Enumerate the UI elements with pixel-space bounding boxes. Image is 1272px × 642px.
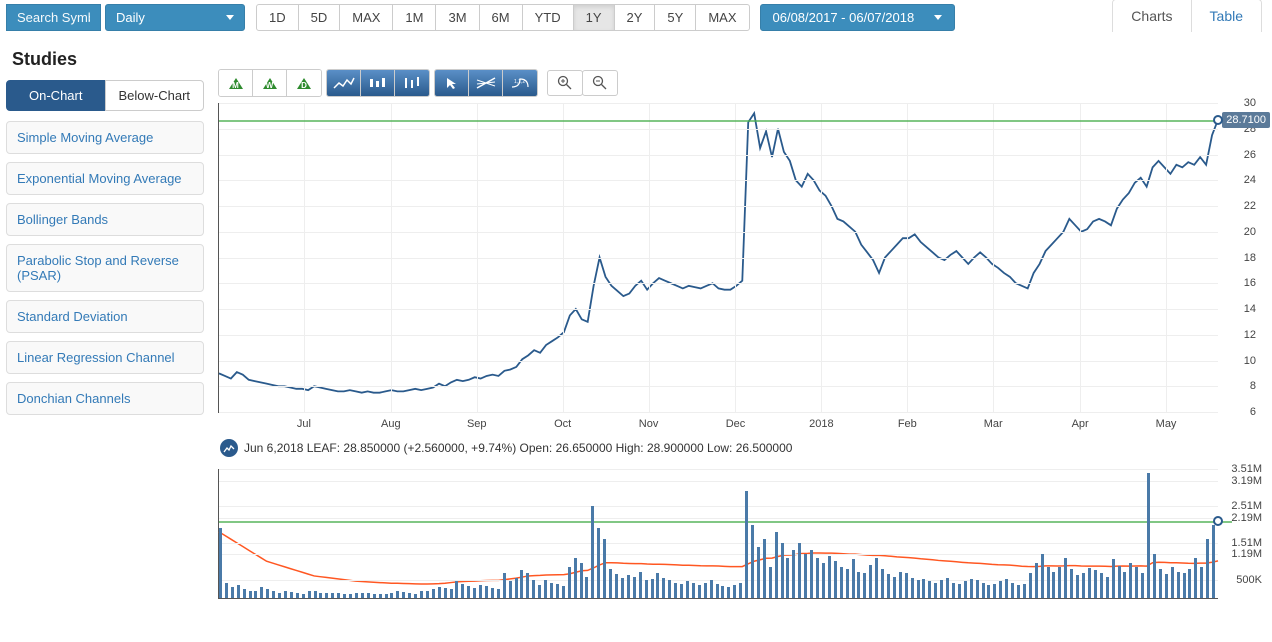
trendline-icon[interactable] [469,70,503,96]
x-tick-label: Aug [381,418,401,430]
chevron-down-icon [934,15,942,20]
vol-y-label: 3.51M [1231,463,1262,475]
range-button-2y[interactable]: 2Y [614,4,656,31]
y-tick-label: 6 [1250,406,1256,418]
interval-label: Daily [116,10,145,25]
y-tick-label: 18 [1244,252,1256,264]
studies-sidebar: Studies On-ChartBelow-Chart Simple Movin… [0,35,210,607]
date-range-picker[interactable]: 06/08/2017 - 06/07/2018 [760,4,956,31]
period-d-button[interactable]: D [287,70,321,96]
range-button-group: 1D5DMAX1M3M6MYTD1Y2Y5YMAX [257,4,750,31]
view-tab-charts[interactable]: Charts [1113,0,1191,32]
range-button-max[interactable]: MAX [695,4,749,31]
date-range-label: 06/08/2017 - 06/07/2018 [773,10,915,25]
vol-y-label: 2.51M [1231,500,1262,512]
x-tick-label: Mar [984,418,1003,430]
price-ref-label: 28.7100 [1222,112,1270,128]
range-button-3m[interactable]: 3M [435,4,479,31]
period-w-button[interactable]: W [253,70,287,96]
x-tick-label: Nov [639,418,659,430]
vol-y-label: 1.51M [1231,537,1262,549]
y-tick-label: 30 [1244,97,1256,109]
study-standard-deviation[interactable]: Standard Deviation [6,300,204,333]
vol-y-label: 1.19M [1231,548,1262,560]
y-tick-label: 14 [1244,303,1256,315]
info-icon [220,439,238,457]
study-tab-on-chart[interactable]: On-Chart [6,80,106,111]
zoom-group [548,70,618,96]
chevron-down-icon [226,15,234,20]
line-chart-icon[interactable] [327,70,361,96]
x-tick-label: Oct [554,418,571,430]
vol-y-label: 3.19M [1231,475,1262,487]
y-tick-label: 22 [1244,200,1256,212]
volume-chart[interactable]: 500K1.19M1.51M2.19M2.51M3.19M3.51M [218,469,1218,599]
zoom-out-button[interactable] [582,70,618,96]
ohlc-icon[interactable] [395,70,429,96]
x-tick-label: Dec [726,418,746,430]
range-button-1d[interactable]: 1D [256,4,299,31]
quote-text: Jun 6,2018 LEAF: 28.850000 (+2.560000, +… [244,441,792,455]
vol-y-label: 500K [1236,574,1262,586]
x-tick-label: 2018 [809,418,833,430]
chart-content: ChartsTable MWD 1,1,2 681012141618202224… [210,35,1272,607]
zoom-in-button[interactable] [547,70,583,96]
range-button-5y[interactable]: 5Y [654,4,696,31]
search-input[interactable] [6,4,101,31]
svg-text:1,1,2: 1,1,2 [514,79,525,85]
y-tick-label: 16 [1244,277,1256,289]
view-tab-group: ChartsTable [1112,0,1262,32]
x-tick-label: Sep [467,418,487,430]
range-button-5d[interactable]: 5D [298,4,341,31]
y-tick-label: 20 [1244,226,1256,238]
study-linear-regression-channel[interactable]: Linear Regression Channel [6,341,204,374]
y-tick-label: 26 [1244,149,1256,161]
range-button-1y[interactable]: 1Y [573,4,615,31]
fib-icon[interactable]: 1,1,2 [503,70,537,96]
period-m-button[interactable]: M [219,70,253,96]
study-simple-moving-average[interactable]: Simple Moving Average [6,121,204,154]
study-list: Simple Moving Average Exponential Moving … [6,121,204,415]
candlestick-icon[interactable] [361,70,395,96]
quote-info-row: Jun 6,2018 LEAF: 28.850000 (+2.560000, +… [220,439,1264,457]
studies-title: Studies [12,49,204,70]
x-tick-label: Jul [297,418,311,430]
y-tick-label: 24 [1244,174,1256,186]
study-parabolic-stop-and-reverse-psar-[interactable]: Parabolic Stop and Reverse (PSAR) [6,244,204,292]
cursor-icon[interactable] [435,70,469,96]
range-button-ytd[interactable]: YTD [522,4,574,31]
x-tick-label: Apr [1072,418,1089,430]
drawing-tool-group: 1,1,2 [434,69,538,97]
period-marker-group: MWD [218,69,322,97]
y-tick-label: 10 [1244,355,1256,367]
y-tick-label: 12 [1244,329,1256,341]
top-toolbar: Daily 1D5DMAX1M3M6MYTD1Y2Y5YMAX 06/08/20… [0,0,1272,35]
chart-type-group [326,69,430,97]
x-tick-label: May [1156,418,1177,430]
study-bollinger-bands[interactable]: Bollinger Bands [6,203,204,236]
price-chart[interactable]: 681012141618202224262830JulAugSepOctNovD… [218,103,1218,413]
view-tab-table[interactable]: Table [1192,0,1261,32]
chart-toolbar: MWD 1,1,2 [218,69,1264,97]
y-tick-label: 8 [1250,380,1256,392]
range-button-1m[interactable]: 1M [392,4,436,31]
range-button-max[interactable]: MAX [339,4,393,31]
study-donchian-channels[interactable]: Donchian Channels [6,382,204,415]
x-tick-label: Feb [898,418,917,430]
interval-dropdown[interactable]: Daily [105,4,245,31]
study-tab-group: On-ChartBelow-Chart [6,80,204,111]
study-tab-below-chart[interactable]: Below-Chart [105,80,205,111]
study-exponential-moving-average[interactable]: Exponential Moving Average [6,162,204,195]
vol-y-label: 2.19M [1231,512,1262,524]
range-button-6m[interactable]: 6M [479,4,523,31]
